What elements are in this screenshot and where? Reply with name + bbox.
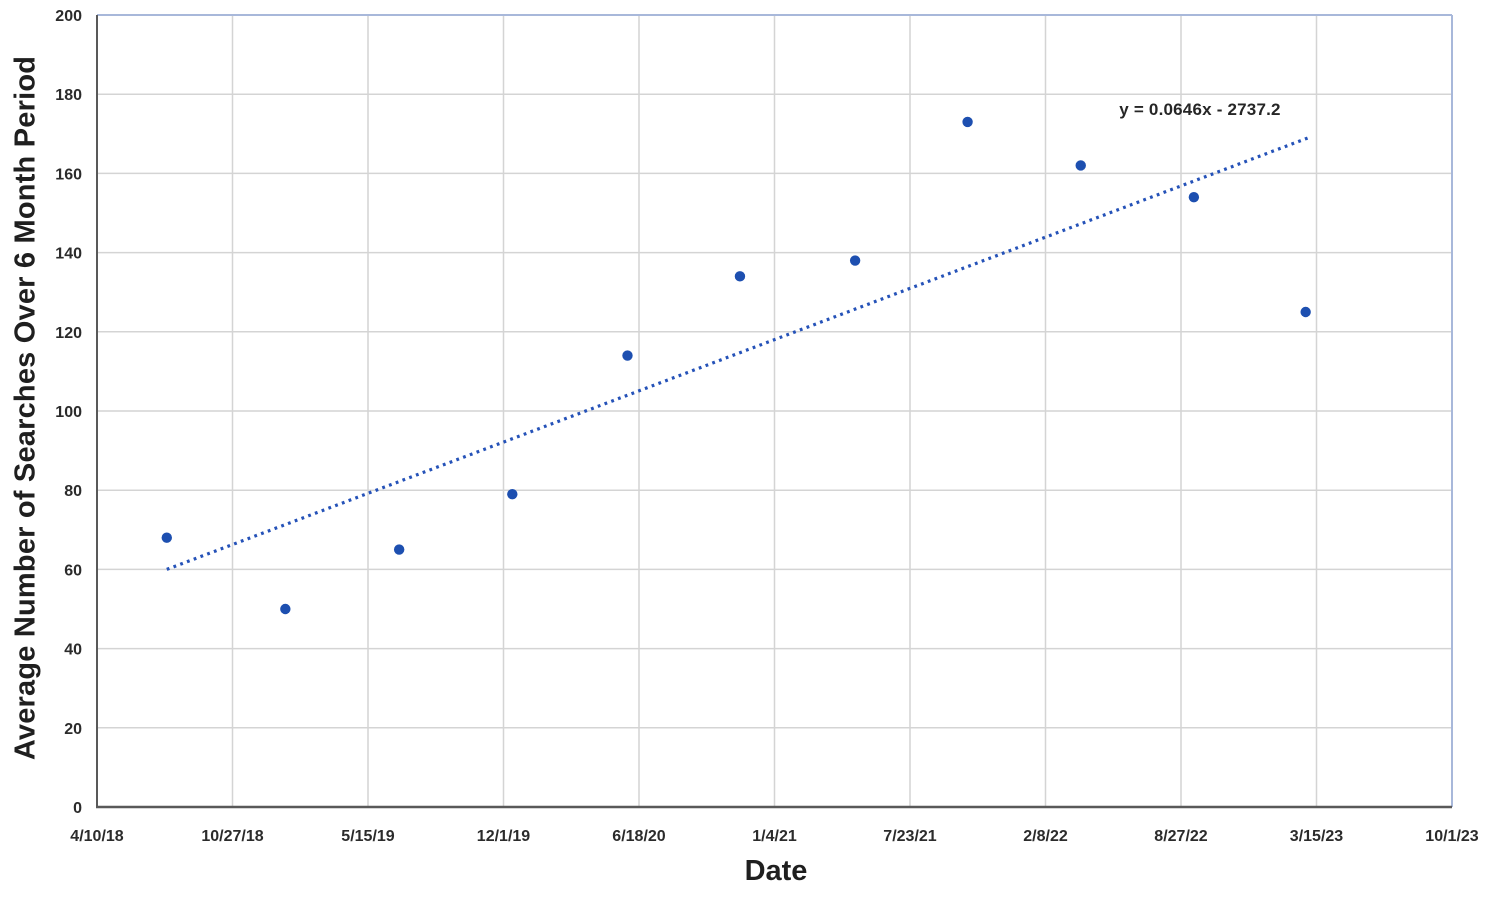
- y-tick-label: 160: [55, 166, 82, 183]
- x-axis-title: Date: [744, 855, 808, 887]
- x-tick-label: 6/18/20: [612, 828, 665, 845]
- data-point: [1300, 306, 1311, 318]
- x-tick-label: 1/4/21: [752, 828, 797, 845]
- data-point: [507, 488, 518, 500]
- y-tick-label: 60: [64, 562, 82, 579]
- y-tick-label: 200: [55, 8, 82, 25]
- data-point: [393, 544, 405, 555]
- x-tick-label: 3/15/23: [1290, 828, 1343, 845]
- data-point: [1188, 191, 1200, 203]
- x-tick-label: 10/1/23: [1425, 828, 1478, 845]
- y-tick-label: 20: [64, 721, 82, 738]
- x-tick-label: 10/27/18: [201, 828, 263, 845]
- x-tick-label: 12/1/19: [477, 828, 530, 845]
- data-point: [962, 116, 973, 128]
- data-point: [849, 255, 861, 266]
- data-point: [280, 603, 291, 615]
- data-point: [161, 532, 172, 543]
- y-tick-label: 0: [73, 800, 82, 817]
- x-tick-label: 8/27/22: [1154, 828, 1207, 845]
- y-axis-title-text: Average Number of Searches Over 6 Month …: [9, 55, 42, 761]
- data-point: [734, 271, 746, 282]
- y-tick-label: 180: [55, 87, 82, 104]
- y-tick-label: 80: [64, 483, 82, 500]
- trendline: [166, 136, 1309, 571]
- y-tick-label: 140: [55, 246, 82, 263]
- x-tick-label: 4/10/18: [70, 828, 123, 845]
- y-tick-label: 120: [55, 325, 82, 342]
- y-tick-label: 40: [64, 642, 82, 659]
- x-tick-label: 5/15/19: [341, 828, 394, 845]
- trendline-equation-label: y = 0.0646x - 2737.2: [1119, 100, 1281, 119]
- data-point: [1075, 160, 1086, 171]
- x-tick-label: 2/8/22: [1023, 828, 1068, 845]
- data-point: [622, 350, 633, 361]
- y-tick-label: 100: [55, 404, 82, 421]
- x-tick-label: 7/23/21: [883, 828, 936, 845]
